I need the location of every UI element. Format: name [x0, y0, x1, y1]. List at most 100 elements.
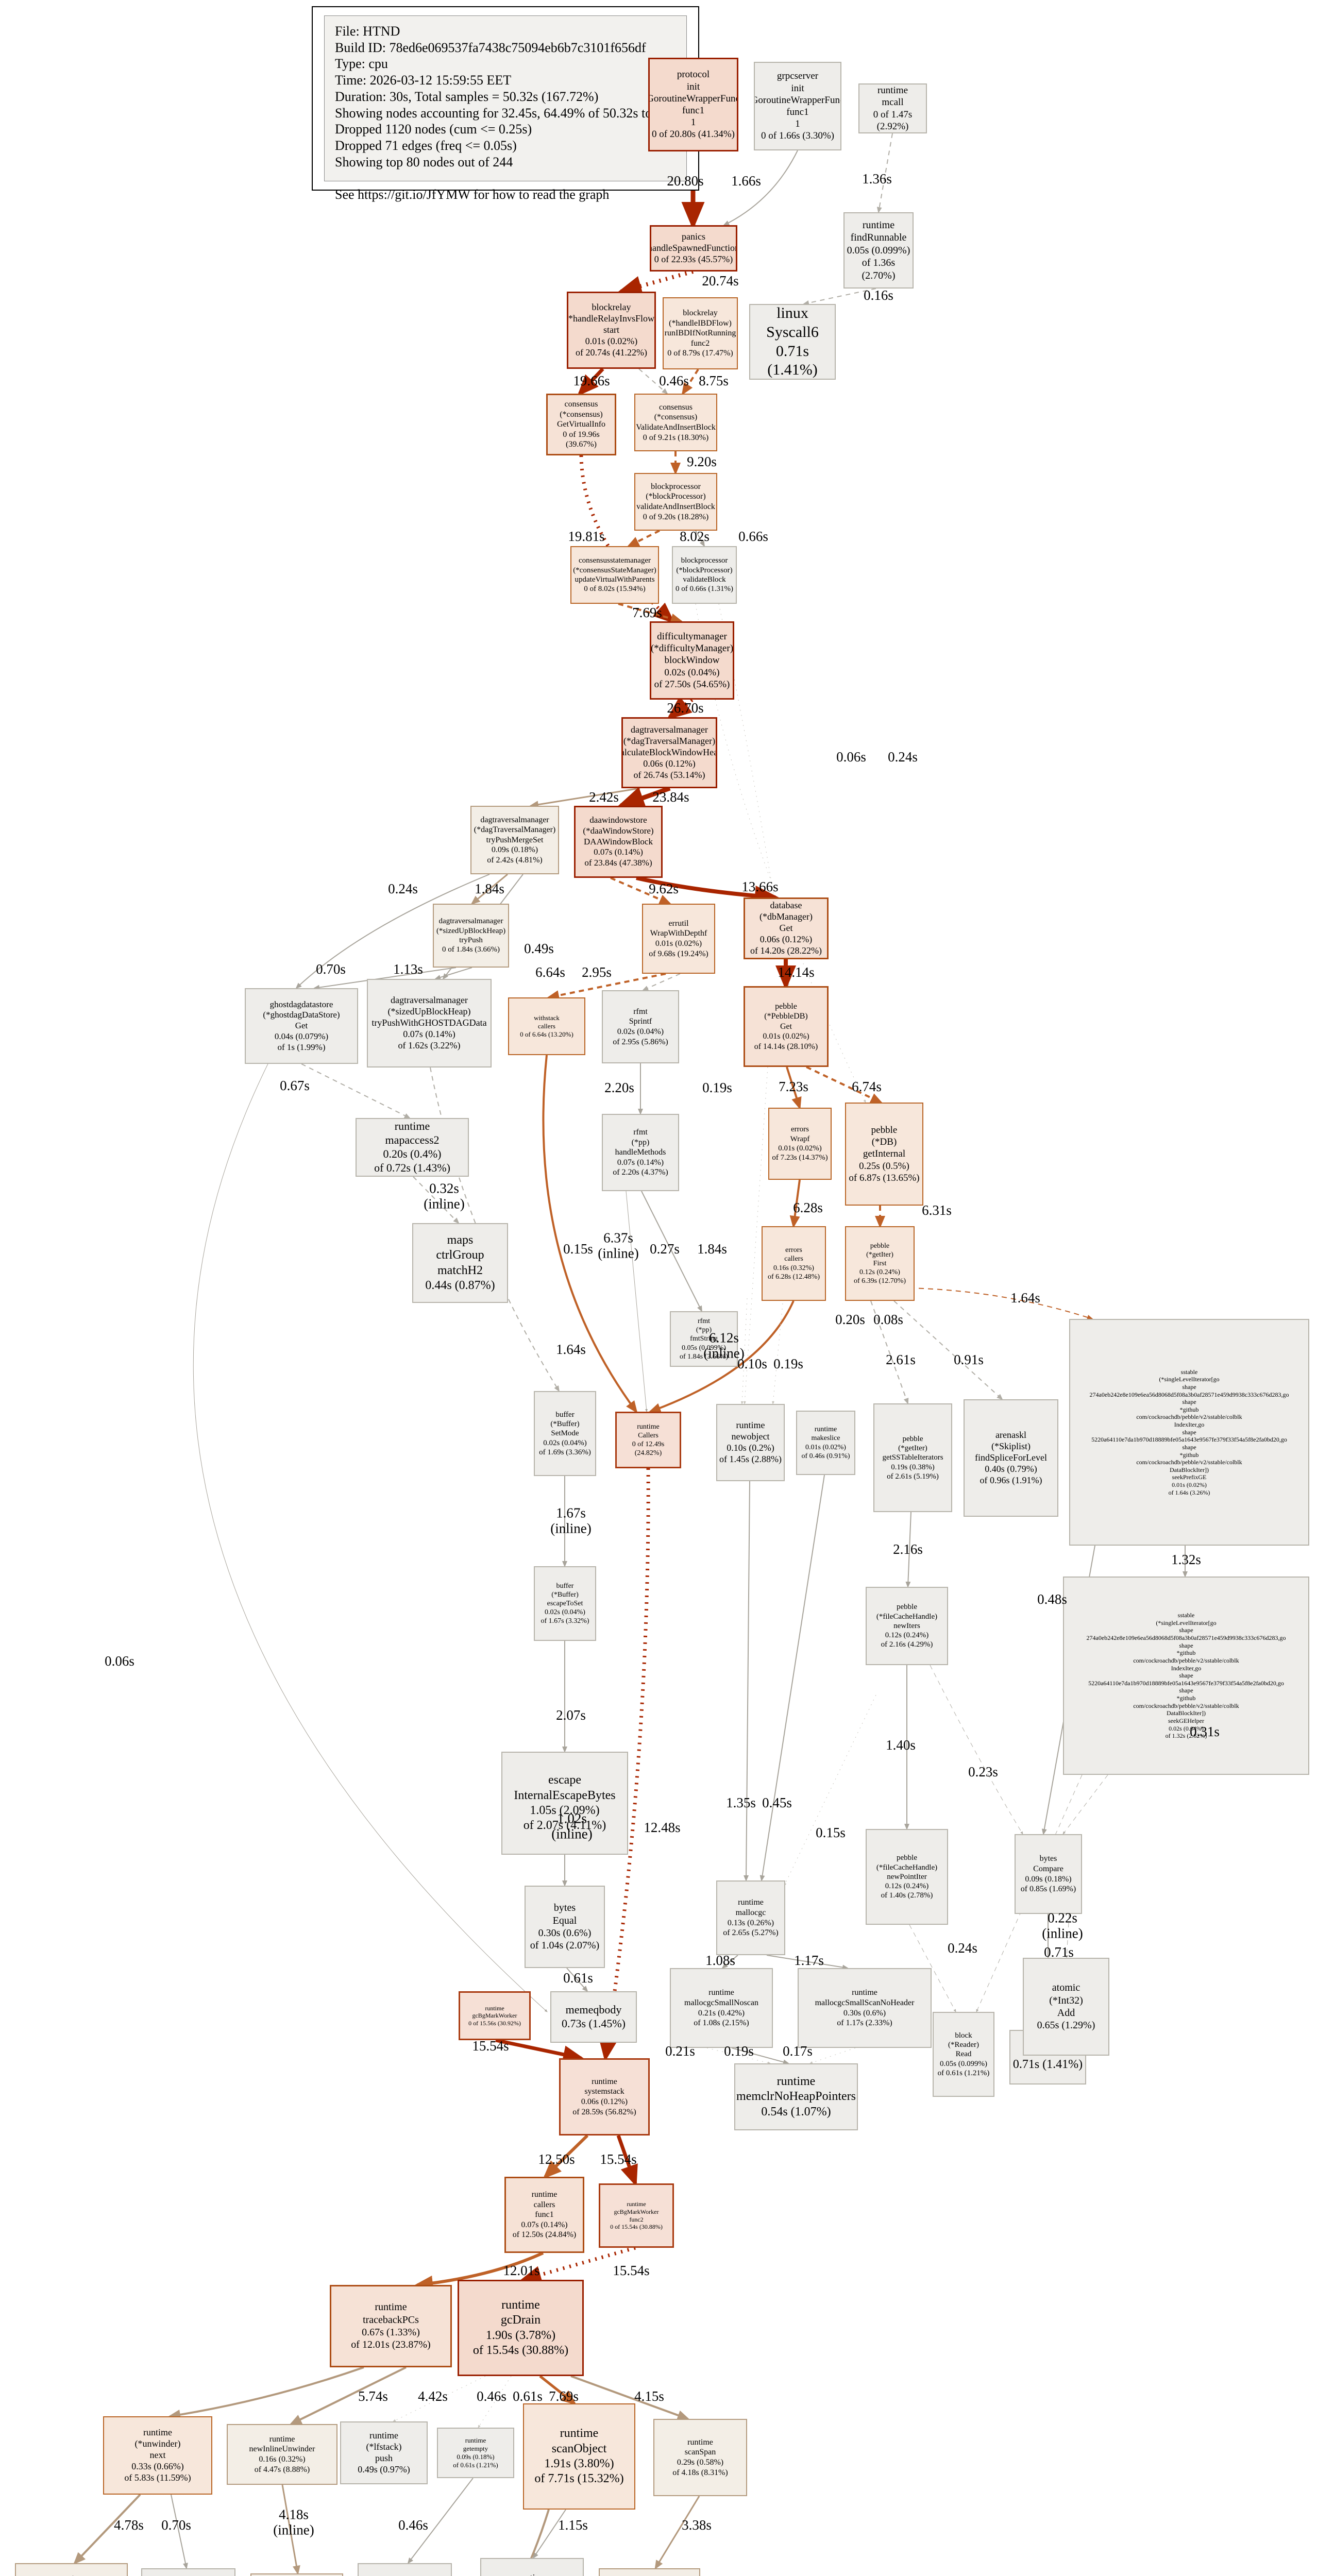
node-runtime-newinlineunwinder[interactable]: runtime newInlineUnwinder 0.16s (0.32%) of … — [227, 2424, 337, 2485]
node-sstable-seekprefixge[interactable]: sstable (*singleLevelIterator[go shape 274a… — [1069, 1319, 1309, 1546]
node-runtime-gcbgmarkworker-func2[interactable]: runtime gcBgMarkWorker func2 0 of 15.54s (3… — [599, 2183, 674, 2248]
edge-label: 4.15s — [634, 2388, 664, 2404]
node-runtime-mapaccess2[interactable]: runtime mapaccess2 0.20s (0.4%) of 0.72s (1… — [356, 1118, 469, 1177]
node-bytes-compare[interactable]: bytes Compare 0.09s (0.18%) of 0.85s (1.69%… — [1015, 1834, 1082, 1914]
node-ghostdagdatastore-get[interactable]: ghostdagdatastore (*ghostdagDataStore) Get… — [245, 988, 358, 1064]
node-consensus-getVirtualInfo[interactable]: consensus (*consensus) GetVirtualInfo 0 of … — [546, 394, 616, 455]
node-dagtraversalmanager-tryPushWithGHOSTDAGData[interactable]: dagtraversalmanager (*sizedUpBlockHeap) tr… — [367, 979, 492, 1067]
edge-label: 2.16s — [893, 1541, 923, 1557]
node-dagtraversalmanager-tryPush[interactable]: dagtraversalmanager (*sizedUpBlockHeap) tr… — [433, 904, 509, 968]
edge-label: 6.12s (inline) — [703, 1330, 745, 1361]
node-runtime-inlineunwinder-resolveinternal[interactable]: runtime(*inlineUnwinder)resolveInternal0… — [250, 2573, 343, 2576]
node-runtime-mallocgc[interactable]: runtime mallocgc 0.13s (0.26%) of 2.65s (5.… — [716, 1880, 785, 1955]
node-runtime-scanobject[interactable]: runtime scanObject 1.91s (3.80%) of 7.71s (… — [523, 2403, 635, 2510]
edge-label: 14.14s — [778, 964, 815, 980]
node-blockprocessor-validateAndInsertBlock[interactable]: blockprocessor (*blockProcessor) validateA… — [634, 473, 717, 531]
node-protocol-init[interactable]: protocol init GoroutineWrapperFunc func1 1 0 … — [648, 58, 738, 151]
node-runtime-gcdrain[interactable]: runtime gcDrain 1.90s (3.78%) of 15.54s (30… — [458, 2280, 584, 2376]
node-runtime-unwinder-next[interactable]: runtime (*unwinder) next 0.33s (0.66%) of 5.… — [103, 2416, 212, 2495]
node-consensusstatemanager-updateVirtualWithParents[interactable]: consensusstatemanager (*consensusStateMan… — [570, 546, 659, 604]
node-panics-handleSpawnedFunction[interactable]: panics handleSpawnedFunction 0 of 22.93s (… — [650, 225, 737, 272]
edge-label: 2.42s — [589, 789, 619, 805]
node-database-dbManager-get[interactable]: database (*dbManager) Get 0.06s (0.12%) of 1… — [744, 897, 829, 959]
node-blockprocessor-validateBlock[interactable]: blockprocessor (*blockProcessor) validateB… — [672, 546, 737, 604]
node-errors-callers[interactable]: errors callers 0.16s (0.32%) of 6.28s (12.4… — [762, 1226, 826, 1301]
node-runtime-memclrnoheappointers[interactable]: runtime memclrNoHeapPointers 0.54s (1.07%) — [734, 2063, 858, 2130]
node-runtime-mallocgcsmallscannoheader[interactable]: runtime mallocgcSmallScanNoHeader 0.30s (0… — [798, 1968, 932, 2048]
node-dagtraversalmanager-calculateBlockWindowHeap[interactable]: dagtraversalmanager (*dagTraversalManager… — [621, 717, 717, 788]
node-runtime-lfstack-push[interactable]: runtime (*lfstack) push 0.49s (0.97%) — [340, 2421, 428, 2484]
node-runtime-scanobjectssmall[interactable]: runtimescanObjectsSmall0.27s (0.54%)of 3… — [599, 2568, 700, 2576]
node-buffer-escapetoset[interactable]: buffer (*Buffer) escapeToSet 0.02s (0.04%) o… — [534, 1566, 596, 1641]
graph-edge — [289, 2366, 407, 2425]
edge-label: 0.21s — [665, 2043, 695, 2059]
node-dagtraversalmanager-tryPushMergeSet[interactable]: dagtraversalmanager (*dagTraversalManager… — [470, 806, 559, 874]
graph-edge — [666, 696, 694, 720]
node-pebble-filecachehandle-newiters[interactable]: pebble (*fileCacheHandle) newIters 0.12s (0… — [866, 1587, 948, 1665]
node-runtime-callers[interactable]: runtime Callers 0 of 12.49s (24.82%) — [615, 1412, 681, 1468]
node-runtime-mcall[interactable]: runtime mcall 0 of 1.47s (2.92%) — [858, 83, 927, 133]
node-rfmt-sprintf[interactable]: rfmt Sprintf 0.02s (0.04%) of 2.95s (5.86%) — [602, 990, 679, 1063]
node-runtime-makeslice[interactable]: runtime makeslice 0.01s (0.02%) of 0.46s (0… — [796, 1411, 855, 1475]
node-runtime-systemstack[interactable]: runtime systemstack 0.06s (0.12%) of 28.59s… — [559, 2058, 650, 2136]
node-rfmt-pp-fmtstring[interactable]: rfmt (*pp) fmtString 0.05s (0.099%) of 1.84s… — [670, 1311, 738, 1367]
node-runtime-findRunnable[interactable]: runtime findRunnable 0.05s (0.099%) of 1.36… — [843, 212, 914, 289]
legend-help-link[interactable]: See https://git.io/JfYMW for how to read… — [335, 187, 610, 202]
node-arenaskl-findspliceforlevel[interactable]: arenaskl (*Skiplist) findSpliceForLevel 0.4… — [964, 1399, 1058, 1517]
node-runtime-callers-func1[interactable]: runtime callers func1 0.07s (0.14%) of 12.50… — [504, 2177, 584, 2253]
node-runtime-newobject[interactable]: runtime newobject 0.10s (0.2%) of 1.45s (2.… — [716, 1404, 785, 1481]
edge-label: 15.54s — [600, 2151, 637, 2167]
node-runtime-scanspan[interactable]: runtime scanSpan 0.29s (0.58%) of 4.18s (8.… — [653, 2419, 747, 2496]
node-errors-wrapf[interactable]: errors Wrapf 0.01s (0.02%) of 7.23s (14.37%… — [768, 1108, 832, 1180]
node-maps-ctrlgroup-matchh2[interactable]: maps ctrlGroup matchH2 0.44s (0.87%) — [412, 1223, 508, 1303]
node-consensus-validateAndInsertBlock[interactable]: consensus (*consensus) ValidateAndInsertBl… — [634, 394, 717, 451]
node-runtime-typepointers-next[interactable]: runtimetypePointersnext0.89s (1.77%)of 1… — [480, 2558, 584, 2576]
graph-edge — [740, 1298, 748, 1404]
node-linux-syscall6[interactable]: linux Syscall6 0.71s (1.41%) — [749, 304, 836, 380]
node-pebble-filecachehandle-newpointiter[interactable]: pebble (*fileCacheHandle) newPointIter 0.12… — [866, 1829, 948, 1925]
node-bytes-equal[interactable]: bytes Equal 0.30s (0.6%) of 1.04s (2.07%) — [525, 1886, 605, 1968]
edge-label: 0.10s — [737, 1356, 767, 1372]
graph-edge — [695, 530, 705, 547]
graph-edge — [909, 1924, 956, 2012]
node-blockrelay-handleRelayInvsFlow-start[interactable]: blockrelay (*handleRelayInvsFlow) start 0.0… — [567, 292, 656, 369]
node-runtime-findfunc[interactable]: runtimefindfunc0.67s (1.33%)of 0.77s (1.… — [141, 2568, 235, 2576]
node-runtime-unwinder-resolveinternal[interactable]: runtime(*unwinder)resolveInternal0.67s (… — [15, 2563, 128, 2576]
node-runtime-lfstack-pop[interactable]: runtime(*lfstack)pop0.75s (1.49%)of 0.76… — [358, 2563, 452, 2576]
node-pebble-db-getinternal[interactable]: pebble (*DB) getInternal 0.25s (0.5%) of 6.8… — [845, 1103, 923, 1206]
graph-edge — [434, 967, 472, 980]
node-daawindowstore-daaWindowBlock[interactable]: daawindowstore (*daaWindowStore) DAAWindow… — [574, 806, 663, 878]
edge-label: 1.02s (inline) — [551, 1810, 593, 1841]
node-pebble-pebbledb-get[interactable]: pebble (*PebbleDB) Get 0.01s (0.02%) of 14.1… — [744, 986, 829, 1067]
node-block-reader-read[interactable]: block (*Reader) Read 0.05s (0.099%) of 0.61s… — [933, 2012, 994, 2097]
graph-edge — [803, 288, 876, 306]
node-escape-internalescapebytes[interactable]: escape InternalEscapeBytes 1.05s (2.09%) of… — [501, 1752, 628, 1855]
legend-build-id: Build ID: 78ed6e069537fa7438c75094eb6b7c… — [335, 40, 646, 55]
node-buffer-setmode[interactable]: buffer (*Buffer) SetMode 0.02s (0.04%) of 1.… — [534, 1391, 596, 1476]
graph-edge — [648, 1300, 795, 1413]
edge-label: 0.66s — [738, 529, 768, 545]
node-pebble-getiter-first[interactable]: pebble (*getIter) First 0.12s (0.24%) of 6.3… — [845, 1226, 915, 1301]
node-runtime-mallocgcsmallnoscan[interactable]: runtime mallocgcSmallNoscan 0.21s (0.42%) o… — [670, 1968, 773, 2048]
node-runtime-getempty[interactable]: runtime getempty 0.09s (0.18%) of 0.61s (1.… — [437, 2428, 514, 2478]
graph-edge — [495, 2038, 585, 2063]
node-sstable-seekgehelper[interactable]: sstable (*singleLevelIterator[go shape 274a… — [1063, 1577, 1309, 1775]
node-errutil-wrapWithDepthf[interactable]: errutil WrapWithDepthf 0.01s (0.02%) of 9.6… — [642, 904, 715, 974]
graph-edge — [627, 530, 660, 547]
node-rfmt-pp-handlemethods[interactable]: rfmt (*pp) handleMethods 0.07s (0.14%) of 2.… — [602, 1114, 679, 1191]
node-difficultymanager-blockWindow[interactable]: difficultymanager (*difficultyManager) blo… — [650, 621, 734, 700]
edge-label: 2.07s — [556, 1707, 586, 1723]
node-memeqbody[interactable]: memeqbody 0.73s (1.45%) — [550, 1991, 637, 2043]
node-pebble-getsstableiterators[interactable]: pebble (*getIter) getSSTableIterators 0.19s… — [873, 1403, 952, 1512]
edge-label: 0.06s — [836, 749, 866, 765]
node-withstack-callers[interactable]: withstack callers 0 of 6.64s (13.20%) — [508, 997, 585, 1055]
edge-label: 0.24s — [948, 1940, 977, 1956]
node-blockrelay-handleIBDFlow-func2[interactable]: blockrelay (*handleIBDFlow) runIBDIfNotRun… — [663, 297, 738, 369]
legend-dropped-nodes: Dropped 1120 nodes (cum <= 0.25s) — [335, 122, 532, 137]
node-grpcserver-init[interactable]: grpcserver init GoroutineWrapperFunc func1 1… — [754, 62, 841, 150]
node-atomic-int32-add[interactable]: atomic (*Int32) Add 0.65s (1.29%) — [1023, 1958, 1109, 2056]
node-runtime-tracebackpcs[interactable]: runtime tracebackPCs 0.67s (1.33%) of 12.01… — [330, 2285, 452, 2367]
edge-label: 0.19s — [702, 1080, 732, 1096]
node-runtime-gcbgmarkworker[interactable]: runtime gcBgMarkWorker 0 of 15.56s (30.92%… — [459, 1991, 531, 2040]
edge-label: 0.22s (inline) — [1042, 1910, 1083, 1941]
